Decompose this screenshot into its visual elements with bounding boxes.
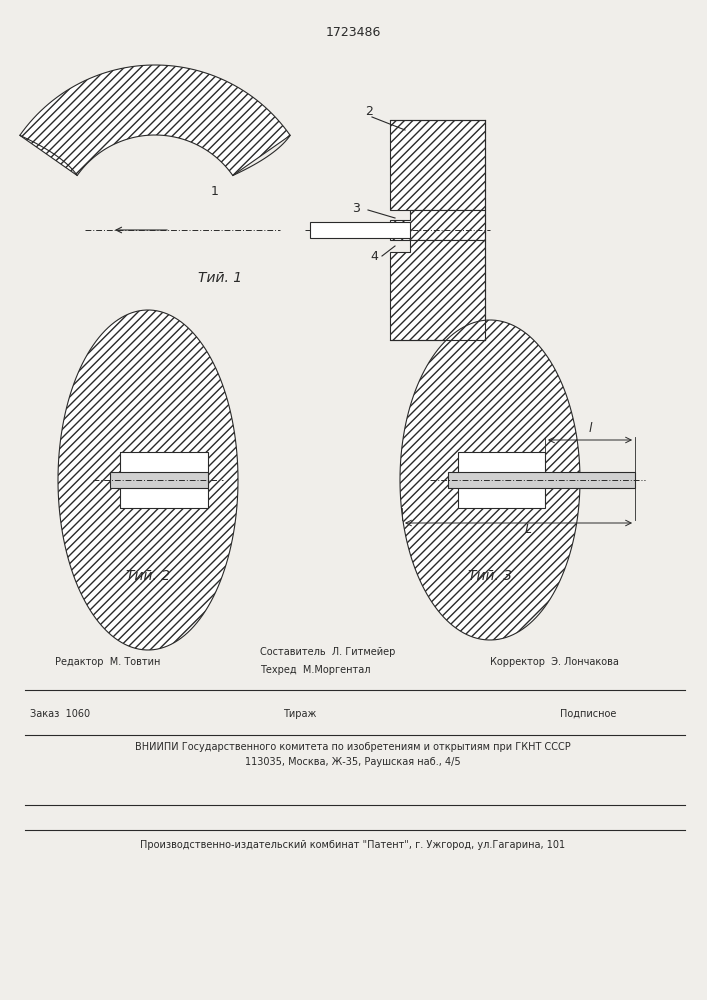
Text: 1: 1 — [211, 185, 219, 198]
Polygon shape — [58, 310, 238, 650]
Text: Заказ  1060: Заказ 1060 — [30, 709, 90, 719]
Polygon shape — [458, 452, 545, 508]
Text: 113035, Москва, Ж-35, Раушская наб., 4/5: 113035, Москва, Ж-35, Раушская наб., 4/5 — [245, 757, 461, 767]
Text: Τиӣ. 3: Τиӣ. 3 — [468, 569, 512, 583]
Text: Редактор  М. Товтин: Редактор М. Товтин — [55, 657, 160, 667]
Text: Техред  М.Моргентал: Техред М.Моргентал — [260, 665, 370, 675]
Polygon shape — [390, 240, 485, 340]
Text: 1723486: 1723486 — [325, 25, 380, 38]
Text: H₁: H₁ — [128, 488, 139, 498]
Text: Τиӣ. 1: Τиӣ. 1 — [198, 271, 242, 285]
Text: Подписное: Подписное — [560, 709, 617, 719]
Text: Тираж: Тираж — [284, 709, 317, 719]
Text: l: l — [588, 422, 592, 435]
Text: Производственно-издательский комбинат "Патент", г. Ужгород, ул.Гагарина, 101: Производственно-издательский комбинат "П… — [141, 840, 566, 850]
Text: 2: 2 — [365, 105, 373, 118]
Text: Τиӣ. 2: Τиӣ. 2 — [126, 569, 170, 583]
Text: H₂: H₂ — [128, 456, 139, 466]
Polygon shape — [400, 320, 580, 640]
Text: Корректор  Э. Лончакова: Корректор Э. Лончакова — [490, 657, 619, 667]
Text: 3: 3 — [352, 202, 360, 215]
Polygon shape — [110, 472, 208, 488]
Text: L: L — [525, 523, 532, 536]
Polygon shape — [310, 222, 410, 238]
Polygon shape — [120, 452, 208, 508]
Polygon shape — [20, 65, 290, 176]
Text: H₂: H₂ — [517, 456, 528, 466]
Text: 4: 4 — [370, 250, 378, 263]
Polygon shape — [390, 210, 485, 240]
Text: ВНИИПИ Государственного комитета по изобретениям и открытиям при ГКНТ СССР: ВНИИПИ Государственного комитета по изоб… — [135, 742, 571, 752]
Polygon shape — [390, 120, 485, 210]
Text: Составитель  Л. Гитмейер: Составитель Л. Гитмейер — [260, 647, 395, 657]
Polygon shape — [448, 472, 635, 488]
